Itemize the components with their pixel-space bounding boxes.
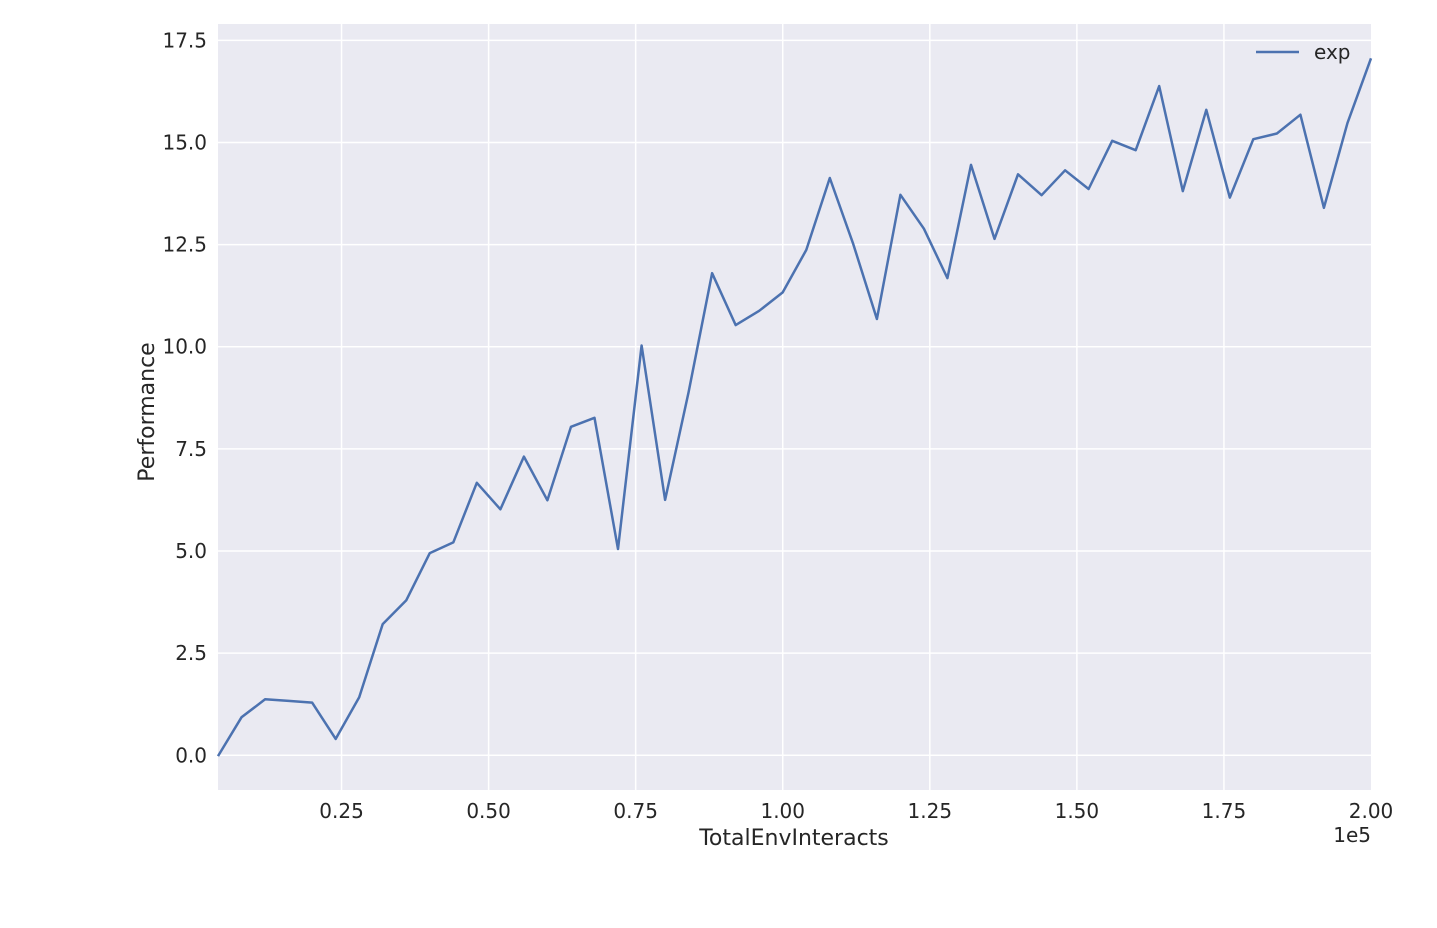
x-axis-label: TotalEnvInteracts [698,826,889,851]
y-tick-label: 15.0 [162,130,207,154]
y-axis-label: Performance [135,342,160,481]
y-tick-label: 17.5 [162,28,207,52]
series-line-exp [216,57,1373,757]
y-tick-label: 5.0 [175,539,207,563]
y-tick-label: 7.5 [175,437,207,461]
x-tick-label: 1.75 [1202,799,1247,823]
y-tick-labels: 0.0 2.5 5.0 7.5 10.0 12.5 15.0 17.5 [162,28,207,767]
plot-background [218,24,1371,790]
x-tick-label: 2.00 [1349,799,1394,823]
x-tick-labels: 0.25 0.50 0.75 1.00 1.25 1.50 1.75 2.00 [319,799,1393,823]
x-tick-label: 1.00 [760,799,805,823]
y-tick-label: 10.0 [162,335,207,359]
y-gridlines [218,39,1371,757]
y-tick-label: 12.5 [162,233,207,257]
series-layer [216,57,1373,757]
x-tick-label: 0.25 [319,799,364,823]
y-tick-label: 0.0 [175,743,207,767]
x-tick-label: 1.50 [1055,799,1100,823]
x-tick-label: 0.50 [466,799,511,823]
x-offset-label: 1e5 [1333,823,1371,847]
legend: exp [1256,40,1350,64]
x-tick-label: 0.75 [613,799,658,823]
y-tick-label: 2.5 [175,641,207,665]
legend-label-exp: exp [1314,40,1350,64]
x-tick-label: 1.25 [908,799,953,823]
